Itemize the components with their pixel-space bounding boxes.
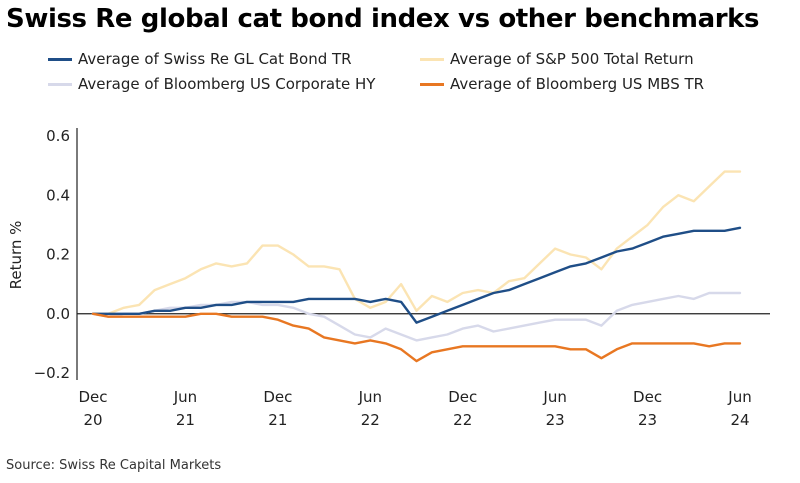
y-tick-label: 0.2 xyxy=(46,246,70,264)
legend-label-mbs: Average of Bloomberg US MBS TR xyxy=(450,75,705,93)
legend-label-corporate-hy: Average of Bloomberg US Corporate HY xyxy=(78,75,376,93)
x-tick-label-year: 24 xyxy=(730,411,749,429)
y-tick-label: −0.2 xyxy=(34,364,70,382)
x-tick-label-month: Jun xyxy=(173,388,197,406)
x-tick-label-month: Jun xyxy=(358,388,382,406)
x-tick-label-month: Jun xyxy=(727,388,751,406)
x-tick-label-month: Dec xyxy=(448,388,477,406)
legend-item-sp500: Average of S&P 500 Total Return xyxy=(420,50,694,68)
x-tick-label-year: 22 xyxy=(361,411,380,429)
x-tick-label-month: Jun xyxy=(542,388,566,406)
source-note: Source: Swiss Re Capital Markets xyxy=(6,458,222,473)
x-tick-label-month: Dec xyxy=(78,388,107,406)
series-line-average-of-s-p-500-total-return xyxy=(91,170,742,315)
legend-item-mbs: Average of Bloomberg US MBS TR xyxy=(420,75,704,93)
y-tick-label: 0.4 xyxy=(46,186,70,204)
series-line-average-of-bloomberg-us-corporate-hy xyxy=(91,291,742,342)
x-tick-label-year: 23 xyxy=(546,411,565,429)
legend-swatch-mbs xyxy=(420,82,444,86)
series-line-average-of-swiss-re-gl-cat-bond-tr xyxy=(91,226,742,324)
legend-item-corporate-hy: Average of Bloomberg US Corporate HY xyxy=(48,75,375,93)
legend-label-sp500: Average of S&P 500 Total Return xyxy=(450,50,694,68)
x-tick-label-year: 21 xyxy=(176,411,195,429)
legend-swatch-corporate-hy xyxy=(48,82,72,86)
series-line-average-of-bloomberg-us-mbs-tr xyxy=(91,312,742,363)
legend-swatch-sp500 xyxy=(420,57,444,61)
x-tick-label-year: 23 xyxy=(638,411,657,429)
legend-item-cat-bond: Average of Swiss Re GL Cat Bond TR xyxy=(48,50,352,68)
y-tick-label: 0.0 xyxy=(46,305,70,323)
x-tick-label-month: Dec xyxy=(263,388,292,406)
x-tick-label-month: Dec xyxy=(633,388,662,406)
legend-label-cat-bond: Average of Swiss Re GL Cat Bond TR xyxy=(78,50,352,68)
legend-swatch-cat-bond xyxy=(48,57,72,61)
x-tick-label-year: 20 xyxy=(83,411,102,429)
y-tick-label: 0.6 xyxy=(46,127,70,145)
x-tick-label-year: 21 xyxy=(268,411,287,429)
chart-title: Swiss Re global cat bond index vs other … xyxy=(6,4,760,34)
y-axis-title: Return % xyxy=(7,221,25,290)
x-tick-label-year: 22 xyxy=(453,411,472,429)
